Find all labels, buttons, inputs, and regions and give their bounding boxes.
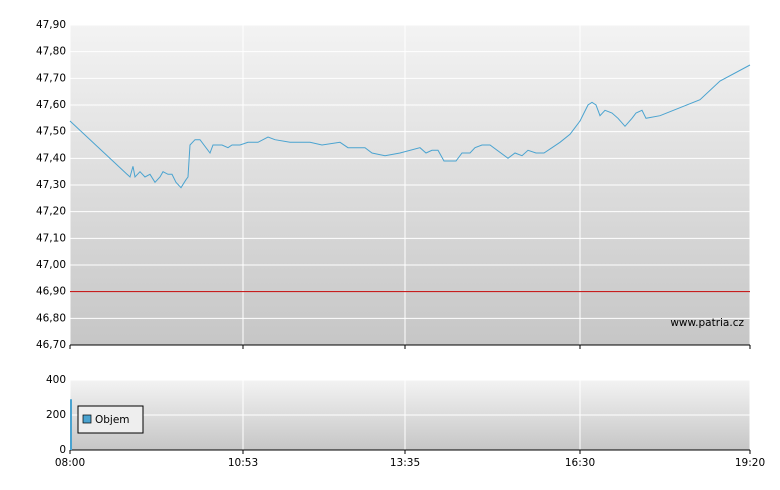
y-tick-label: 47,30 [36, 179, 66, 191]
y-tick-label: 0 [59, 444, 66, 456]
y-tick-label: 47,60 [36, 99, 66, 111]
legend-label: Objem [95, 414, 130, 426]
y-tick-label: 47,10 [36, 232, 66, 244]
y-tick-label: 200 [46, 409, 66, 421]
x-tick-label: 16:30 [565, 457, 595, 469]
volume-bar [70, 399, 72, 450]
legend-swatch [82, 414, 92, 424]
y-tick-label: 46,80 [36, 312, 66, 324]
x-tick-label: 10:53 [228, 457, 258, 469]
x-tick-label: 19:20 [735, 457, 765, 469]
watermark: www.patria.cz [670, 317, 744, 329]
price-line [69, 64, 751, 189]
y-tick-label: 46,90 [36, 286, 66, 298]
y-tick-label: 46,70 [36, 339, 66, 351]
y-tick-label: 47,20 [36, 206, 66, 218]
y-tick-label: 47,00 [36, 259, 66, 271]
y-tick-label: 47,80 [36, 46, 66, 58]
y-tick-label: 47,50 [36, 126, 66, 138]
y-tick-label: 47,40 [36, 152, 66, 164]
y-tick-label: 400 [46, 374, 66, 386]
x-tick-label: 13:35 [390, 457, 420, 469]
x-tick-label: 08:00 [55, 457, 85, 469]
y-tick-label: 47,90 [36, 19, 66, 31]
y-tick-label: 47,70 [36, 72, 66, 84]
